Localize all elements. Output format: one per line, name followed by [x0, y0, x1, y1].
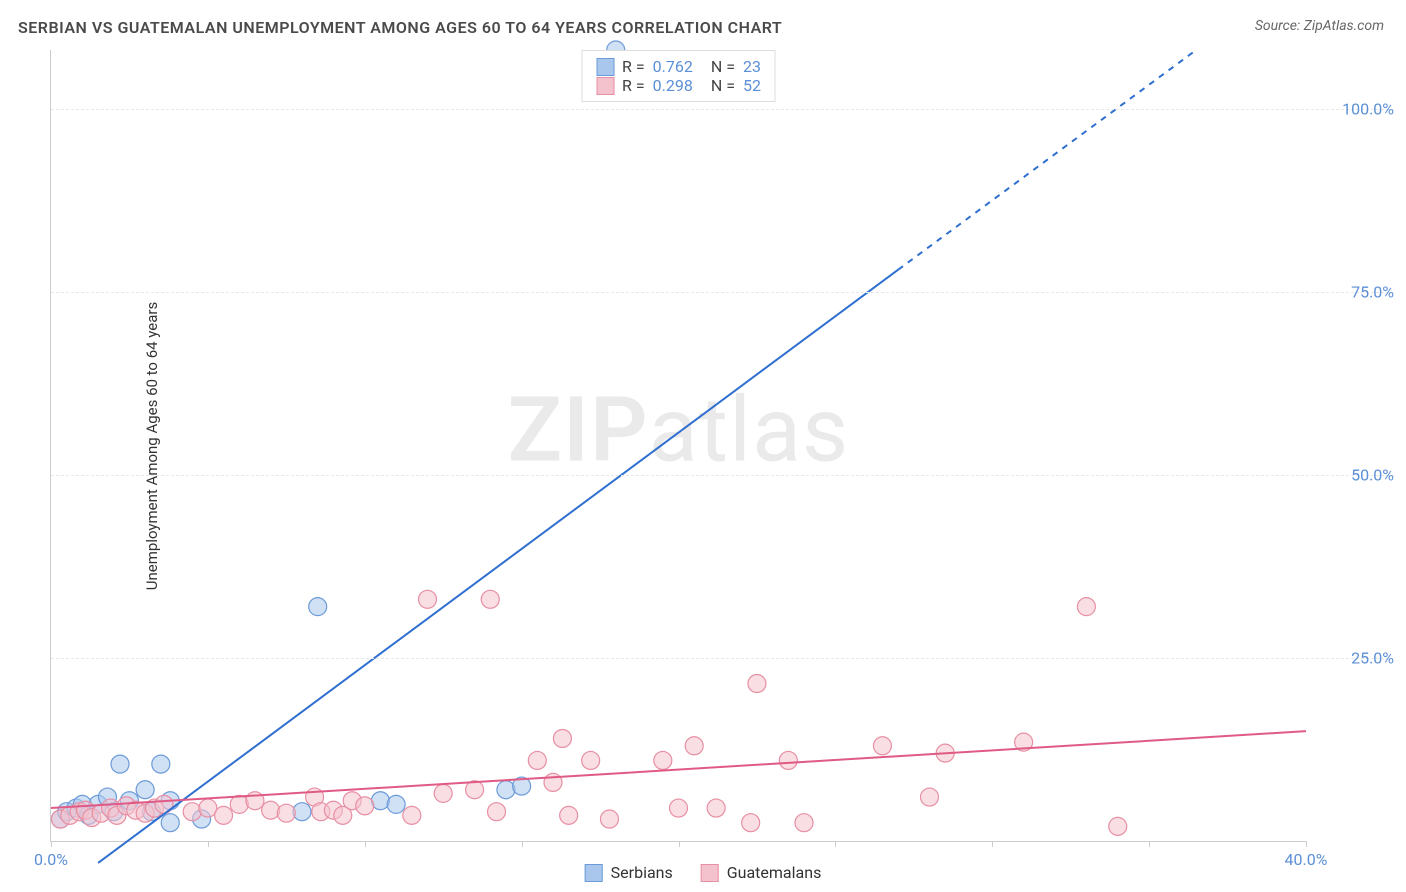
- y-tick-label: 75.0%: [1314, 282, 1394, 301]
- data-point: [183, 803, 201, 821]
- y-tick-label: 50.0%: [1314, 465, 1394, 484]
- r-label: R =: [622, 57, 645, 76]
- data-point: [748, 675, 766, 693]
- data-point: [434, 784, 452, 802]
- gridline: [51, 475, 1394, 476]
- x-tick: [365, 841, 366, 847]
- legend-swatch: [596, 58, 614, 76]
- r-value: 0.762: [653, 57, 693, 76]
- data-point: [560, 806, 578, 824]
- data-point: [356, 797, 374, 815]
- x-tick: [522, 841, 523, 847]
- x-tick: [992, 841, 993, 847]
- y-tick-label: 100.0%: [1314, 99, 1394, 118]
- r-label: R =: [622, 76, 645, 95]
- legend-correlation-row: R = 0.298 N = 52: [596, 76, 761, 95]
- data-point: [403, 806, 421, 824]
- data-point: [497, 781, 515, 799]
- data-point: [230, 795, 248, 813]
- n-label: N =: [711, 57, 735, 76]
- n-label: N =: [711, 76, 735, 95]
- legend-swatch: [701, 864, 719, 882]
- data-point: [309, 598, 327, 616]
- x-tick: [208, 841, 209, 847]
- plot-area: ZIPatlas R =0.762N =23R =0.298N =52 25.0…: [50, 50, 1306, 842]
- regression-line: [51, 731, 1306, 808]
- data-point: [795, 814, 813, 832]
- data-point: [387, 795, 405, 813]
- legend-item: Guatemalans: [701, 863, 822, 882]
- r-value: 0.298: [653, 76, 693, 95]
- legend-correlation: R = 0.762 N = 23 R = 0.298 N = 52: [581, 50, 776, 102]
- data-point: [262, 801, 280, 819]
- x-tick-label: 40.0%: [1285, 850, 1328, 869]
- data-point: [742, 814, 760, 832]
- regression-line: [98, 270, 898, 863]
- chart-title: SERBIAN VS GUATEMALAN UNEMPLOYMENT AMONG…: [18, 18, 782, 37]
- data-point: [277, 804, 295, 822]
- x-tick: [679, 841, 680, 847]
- legend-label: Guatemalans: [727, 863, 822, 882]
- regression-line-dashed: [898, 50, 1196, 270]
- data-point: [1109, 817, 1127, 835]
- data-point: [654, 751, 672, 769]
- y-tick-label: 25.0%: [1314, 648, 1394, 667]
- data-point: [111, 755, 129, 773]
- gridline: [51, 292, 1394, 293]
- data-point: [152, 755, 170, 773]
- data-point: [779, 751, 797, 769]
- legend-swatch: [596, 77, 614, 95]
- chart-container: SERBIAN VS GUATEMALAN UNEMPLOYMENT AMONG…: [0, 0, 1406, 892]
- data-point: [873, 737, 891, 755]
- data-point: [1077, 598, 1095, 616]
- legend-swatch: [585, 864, 603, 882]
- x-tick-label: 0.0%: [34, 850, 68, 869]
- data-point: [488, 803, 506, 821]
- x-tick: [835, 841, 836, 847]
- legend-item: Serbians: [585, 863, 673, 882]
- data-point: [921, 788, 939, 806]
- data-point: [161, 814, 179, 832]
- data-point: [553, 729, 571, 747]
- data-point: [600, 810, 618, 828]
- gridline: [51, 658, 1394, 659]
- data-point: [215, 806, 233, 824]
- data-point: [481, 590, 499, 608]
- data-point: [528, 751, 546, 769]
- n-value: 52: [743, 76, 761, 95]
- n-value: 23: [743, 57, 761, 76]
- data-point: [136, 781, 154, 799]
- x-tick: [51, 841, 52, 847]
- data-point: [582, 751, 600, 769]
- data-point: [670, 799, 688, 817]
- legend-label: Serbians: [611, 863, 673, 882]
- gridline: [51, 109, 1394, 110]
- chart-svg: [51, 50, 1306, 841]
- data-point: [419, 590, 437, 608]
- data-point: [685, 737, 703, 755]
- x-tick: [1149, 841, 1150, 847]
- x-tick: [1306, 841, 1307, 847]
- source-label: Source: ZipAtlas.com: [1255, 18, 1384, 34]
- data-point: [707, 799, 725, 817]
- legend-series: Serbians Guatemalans: [585, 863, 822, 882]
- legend-correlation-row: R = 0.762 N = 23: [596, 57, 761, 76]
